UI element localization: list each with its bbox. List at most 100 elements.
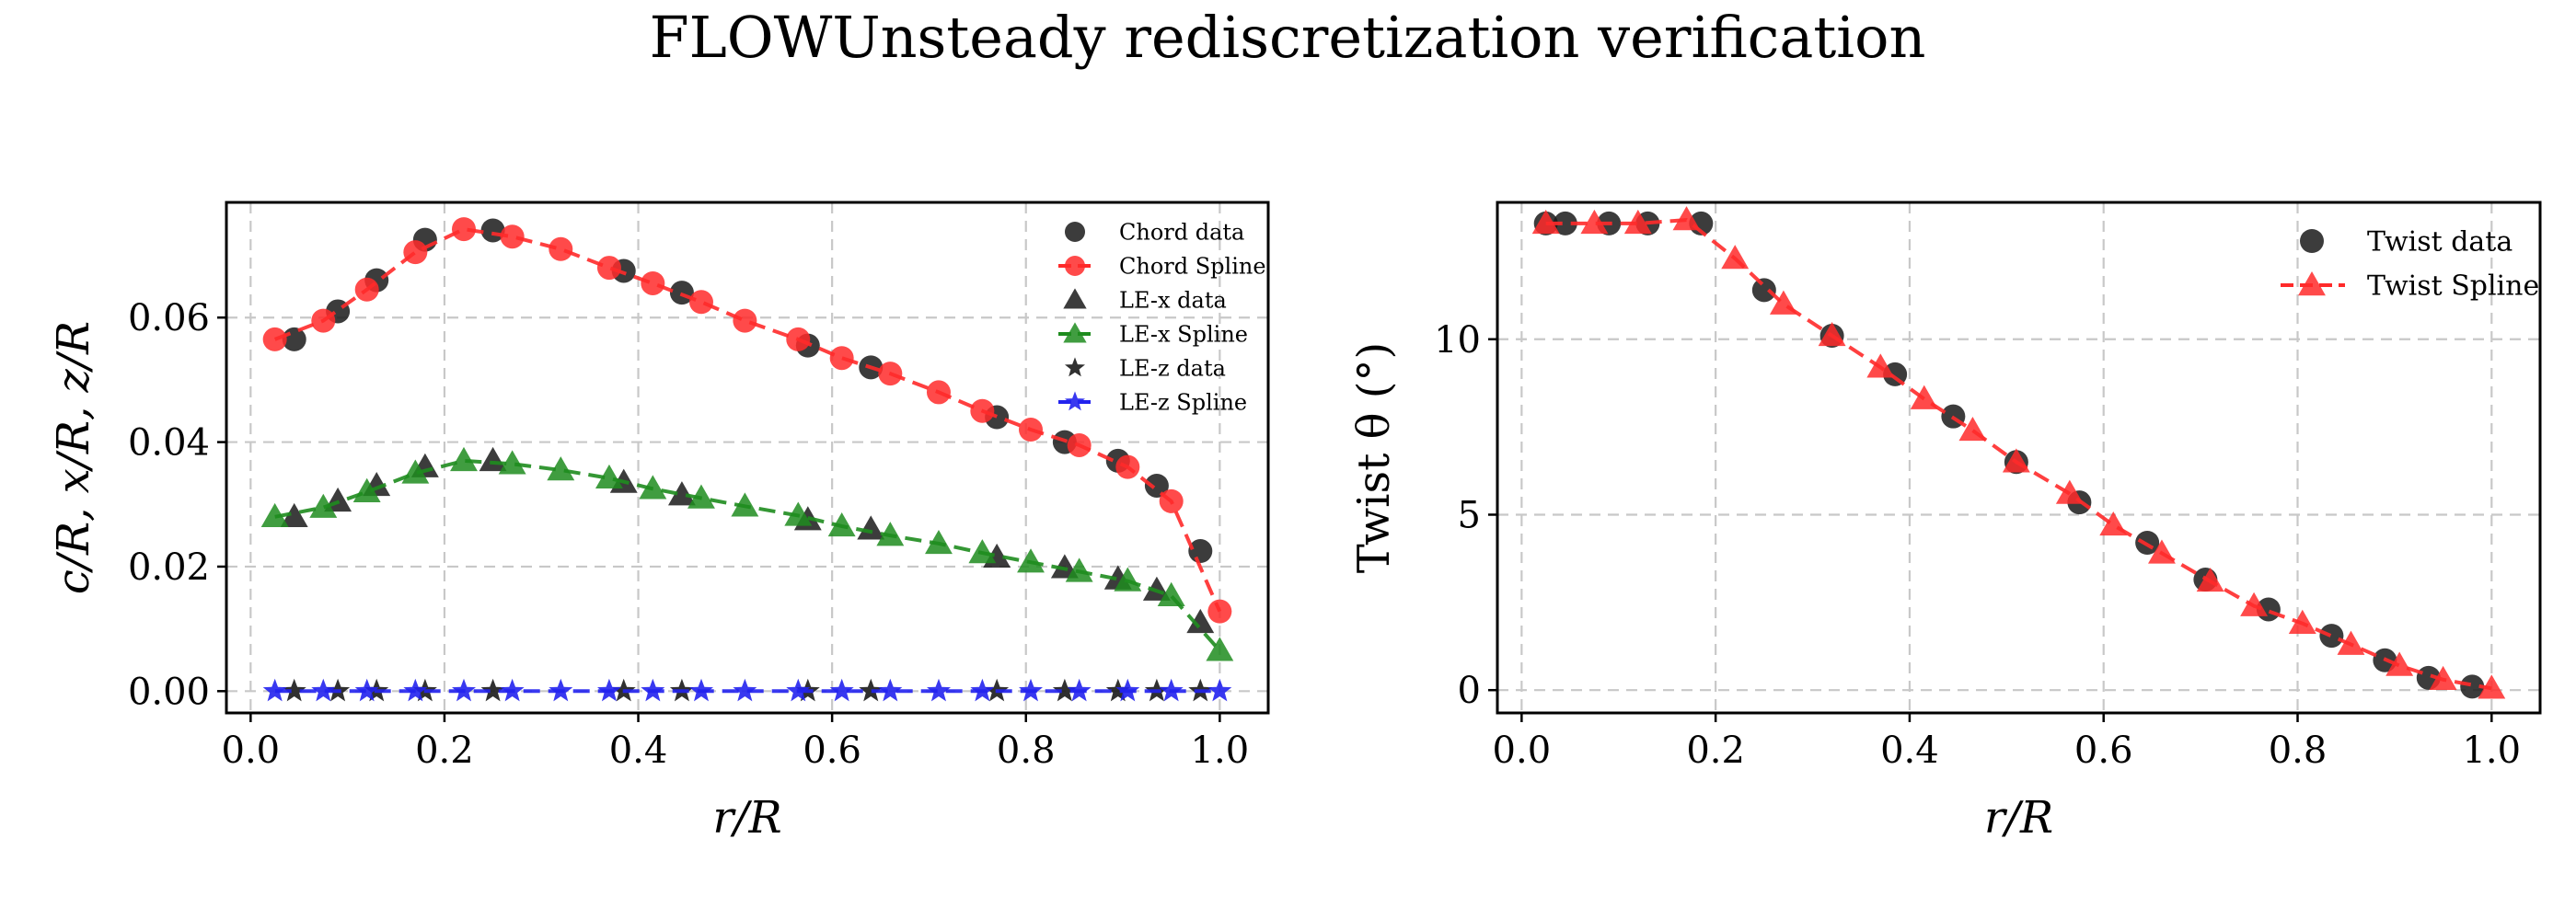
data-point — [260, 502, 289, 528]
data-point — [2478, 674, 2506, 699]
data-point — [311, 678, 336, 702]
data-point — [784, 501, 813, 526]
x-tick-label: 1.0 — [1191, 729, 1250, 772]
legend: Twist data Twist Spline — [2281, 226, 2539, 303]
legend-item: Chord Spline — [1058, 253, 1266, 279]
y-tick-label: 0.04 — [128, 422, 210, 465]
data-point — [667, 481, 696, 506]
data-point — [925, 529, 953, 555]
data-point — [354, 678, 379, 702]
x-tick-label: 1.0 — [2462, 729, 2521, 772]
y-tick-label: 0.02 — [128, 546, 210, 589]
data-point — [595, 464, 623, 489]
data-point — [480, 678, 505, 702]
data-point — [1206, 637, 1234, 661]
data-point — [641, 678, 665, 702]
x-tick-label: 0.4 — [1880, 729, 1939, 772]
x-tick-label: 0.2 — [415, 729, 474, 772]
data-point — [403, 240, 428, 265]
legend-label: LE-z data — [1119, 355, 1226, 381]
data-point — [876, 522, 905, 546]
data-point — [1067, 678, 1092, 702]
data-point — [1159, 488, 1184, 513]
plot-frame — [1496, 201, 2542, 715]
data-point — [1580, 209, 1609, 235]
data-point — [1623, 209, 1652, 235]
series-line — [273, 227, 1222, 613]
data-point — [733, 308, 757, 333]
data-point — [549, 236, 573, 261]
data-point — [857, 515, 885, 540]
series-le-x-spline — [260, 446, 1234, 661]
legend-marker — [1065, 391, 1085, 411]
chart-1: 0.0 0.2 0.4 0.6 0.8 1.0 0.00 0.02 0.04 0.06 r/R c/R… — [48, 201, 1270, 844]
data-point — [1115, 454, 1140, 479]
legend-marker — [1063, 288, 1087, 309]
legend-label: LE-x Spline — [1119, 321, 1248, 347]
data-point — [733, 678, 757, 702]
data-point — [968, 539, 997, 564]
data-point — [1115, 678, 1140, 702]
x-tick-label: 0.0 — [222, 729, 281, 772]
data-point — [926, 380, 951, 405]
data-point — [451, 217, 476, 242]
data-point — [2385, 651, 2414, 676]
data-point — [1188, 539, 1213, 564]
data-point — [282, 678, 306, 702]
data-point — [450, 446, 478, 472]
series-chord-spline — [262, 217, 1232, 624]
data-point — [262, 327, 287, 351]
x-tick-label: 0.6 — [803, 729, 861, 772]
figure-title: FLOWUnsteady rediscretization verificati… — [650, 4, 1926, 71]
data-point — [354, 277, 379, 302]
data-point — [1721, 245, 1750, 270]
series-twist-spline — [1531, 206, 2506, 699]
legend-item: Chord data — [1065, 219, 1244, 245]
legend-item: LE-z Spline — [1058, 389, 1247, 415]
data-point — [1114, 567, 1142, 592]
data-point — [2319, 624, 2344, 649]
legend-item: Twist data — [2300, 226, 2512, 258]
data-point — [1866, 353, 1895, 378]
plot-frame — [225, 201, 1270, 715]
chart-2: 0.0 0.2 0.4 0.6 0.8 1.0 0 5 10 r/R Twist θ (°) Twis… — [1348, 201, 2542, 844]
x-tick-label: 0.8 — [997, 729, 1056, 772]
data-point — [401, 459, 430, 484]
legend-marker — [1065, 222, 1085, 242]
series-le-z-spline — [262, 678, 1232, 702]
data-point — [731, 492, 759, 517]
axes-group: 0.0 0.2 0.4 0.6 0.8 1.00.000.020.040.06r/Rc/R… — [48, 201, 2542, 844]
data-point — [1065, 557, 1093, 582]
data-point — [1142, 576, 1171, 601]
data-point — [403, 678, 428, 702]
data-point — [689, 678, 713, 702]
data-point — [2337, 630, 2365, 655]
x-tick-label: 0.2 — [1686, 729, 1745, 772]
data-point — [970, 398, 995, 423]
legend-label: Twist data — [2367, 226, 2512, 258]
data-point — [2055, 479, 2084, 504]
legend-label: Twist Spline — [2367, 270, 2539, 303]
y-tick-label: 5 — [1458, 494, 1481, 536]
data-point — [498, 450, 526, 475]
data-point — [786, 678, 811, 702]
data-point — [2002, 448, 2030, 473]
data-point — [1159, 678, 1184, 702]
data-point — [596, 256, 621, 281]
data-point — [2099, 511, 2128, 536]
series-chord-data — [282, 218, 1213, 564]
data-point — [1672, 206, 1701, 231]
legend-item: Twist Spline — [2281, 270, 2539, 303]
data-point — [1958, 416, 1987, 442]
legend-marker — [1065, 256, 1085, 276]
legend-marker — [1065, 357, 1085, 377]
data-point — [786, 327, 811, 351]
legend-item: LE-z data — [1065, 355, 1226, 381]
x-axis-label: r/R — [712, 792, 781, 844]
y-tick-label: 0.06 — [128, 297, 210, 339]
data-point — [829, 678, 854, 702]
legend-label: Chord data — [1119, 219, 1244, 245]
series-line — [274, 458, 1221, 652]
y-tick-label: 10 — [1434, 319, 1481, 362]
